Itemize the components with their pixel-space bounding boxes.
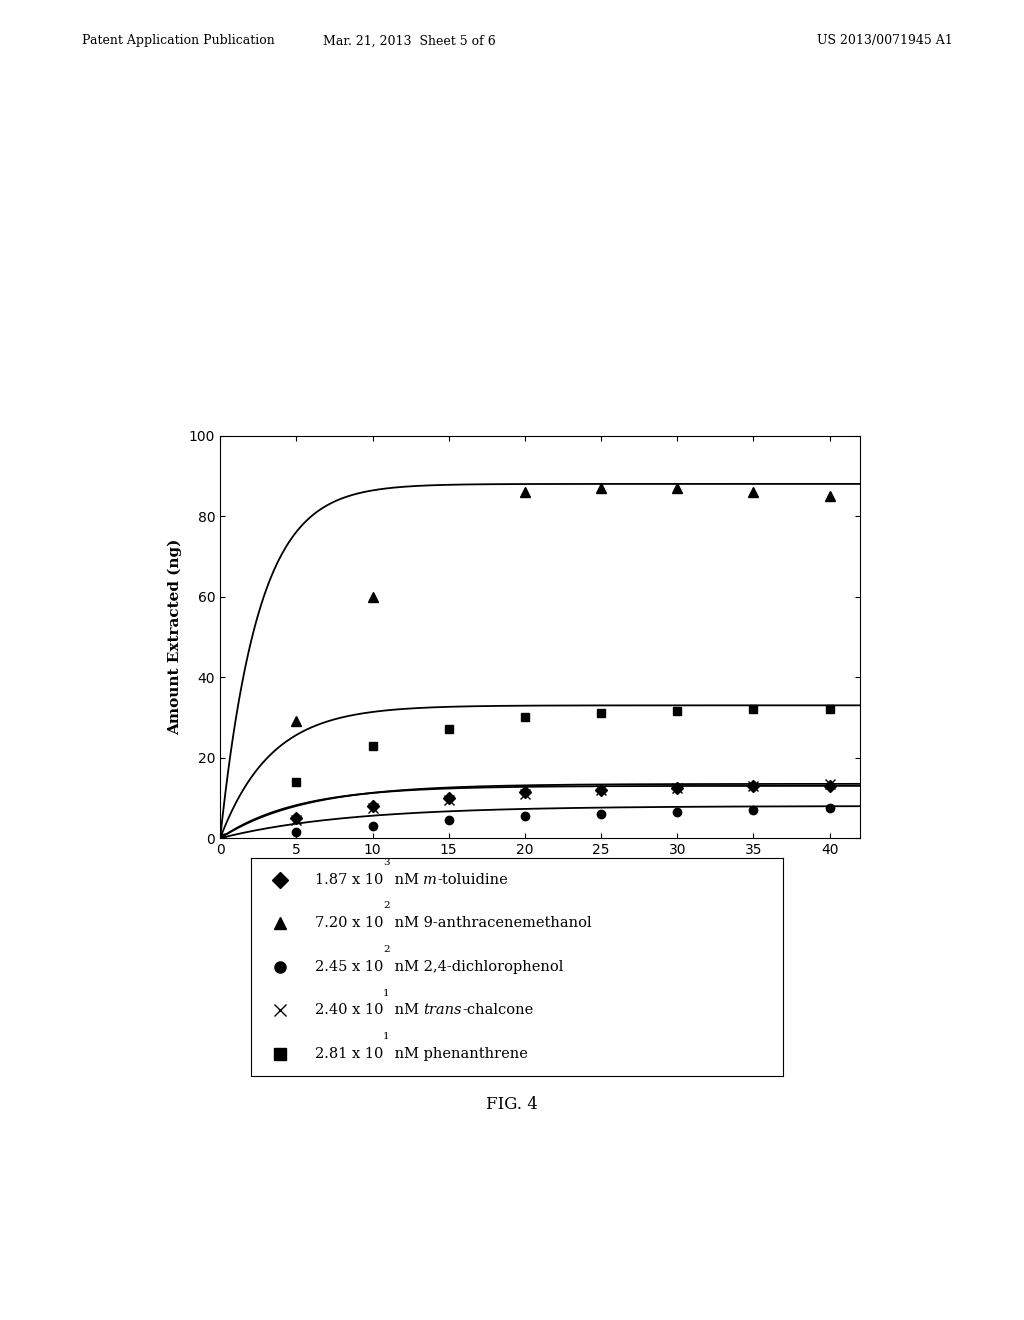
Text: 3: 3 [383, 858, 390, 867]
Text: nM 9-anthracenemethanol: nM 9-anthracenemethanol [390, 916, 592, 931]
Text: FIG. 4: FIG. 4 [486, 1096, 538, 1113]
Text: nM: nM [390, 873, 423, 887]
Text: 2.81 x 10: 2.81 x 10 [314, 1047, 383, 1061]
Text: -chalcone: -chalcone [462, 1003, 534, 1018]
Text: 2: 2 [383, 945, 390, 954]
Text: trans: trans [424, 1003, 462, 1018]
Text: nM 2,4-dichlorophenol: nM 2,4-dichlorophenol [390, 960, 563, 974]
Text: Mar. 21, 2013  Sheet 5 of 6: Mar. 21, 2013 Sheet 5 of 6 [324, 34, 496, 48]
Text: US 2013/0071945 A1: US 2013/0071945 A1 [816, 34, 952, 48]
Y-axis label: Amount Extracted (ng): Amount Extracted (ng) [168, 539, 182, 735]
Text: 1.87 x 10: 1.87 x 10 [314, 873, 383, 887]
Text: 1: 1 [383, 1032, 390, 1041]
X-axis label: Extraction Time (min): Extraction Time (min) [445, 865, 635, 878]
Text: 2.40 x 10: 2.40 x 10 [314, 1003, 383, 1018]
Text: 1: 1 [383, 989, 390, 998]
Text: m: m [423, 873, 437, 887]
Text: nM: nM [390, 1003, 424, 1018]
Text: 7.20 x 10: 7.20 x 10 [314, 916, 383, 931]
Text: 2.45 x 10: 2.45 x 10 [314, 960, 383, 974]
Text: Patent Application Publication: Patent Application Publication [82, 34, 274, 48]
Text: 2: 2 [383, 902, 390, 911]
Text: -toluidine: -toluidine [437, 873, 508, 887]
Text: nM phenanthrene: nM phenanthrene [390, 1047, 527, 1061]
